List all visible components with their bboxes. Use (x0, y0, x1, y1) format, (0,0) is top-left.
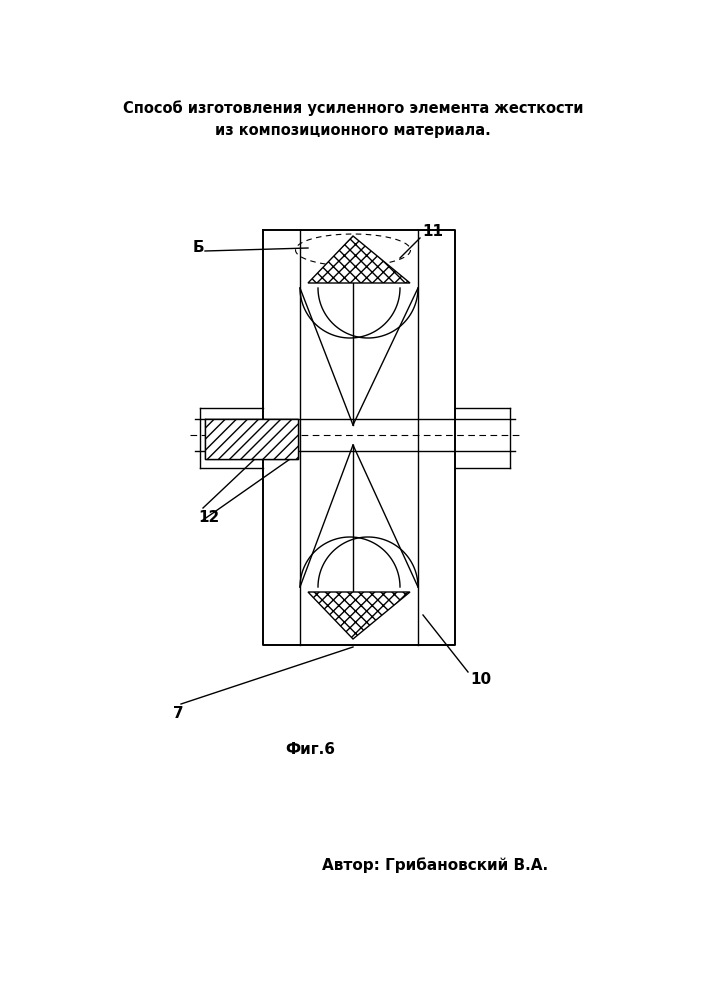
Text: Б: Б (193, 239, 204, 254)
Text: из композиционного материала.: из композиционного материала. (215, 122, 491, 137)
Polygon shape (205, 419, 298, 459)
Text: Фиг.6: Фиг.6 (285, 742, 335, 758)
Text: 11: 11 (422, 225, 443, 239)
Polygon shape (308, 592, 410, 639)
Text: Автор: Грибановский В.А.: Автор: Грибановский В.А. (322, 857, 548, 873)
Text: 10: 10 (470, 672, 491, 688)
Text: 7: 7 (173, 706, 184, 722)
Text: Способ изготовления усиленного элемента жесткости: Способ изготовления усиленного элемента … (123, 100, 583, 116)
Text: 12: 12 (198, 510, 219, 526)
Polygon shape (308, 236, 410, 283)
